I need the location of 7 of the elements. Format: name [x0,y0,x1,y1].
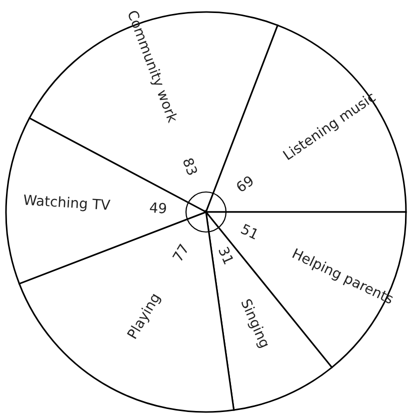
slice-label: Watching TV [23,194,110,213]
data-label: 51 [240,224,259,240]
data-label: 77 [172,244,189,262]
data-label: 69 [235,175,254,193]
data-label: 31 [218,246,234,265]
data-label: 49 [150,202,166,214]
data-label: 83 [182,157,198,176]
